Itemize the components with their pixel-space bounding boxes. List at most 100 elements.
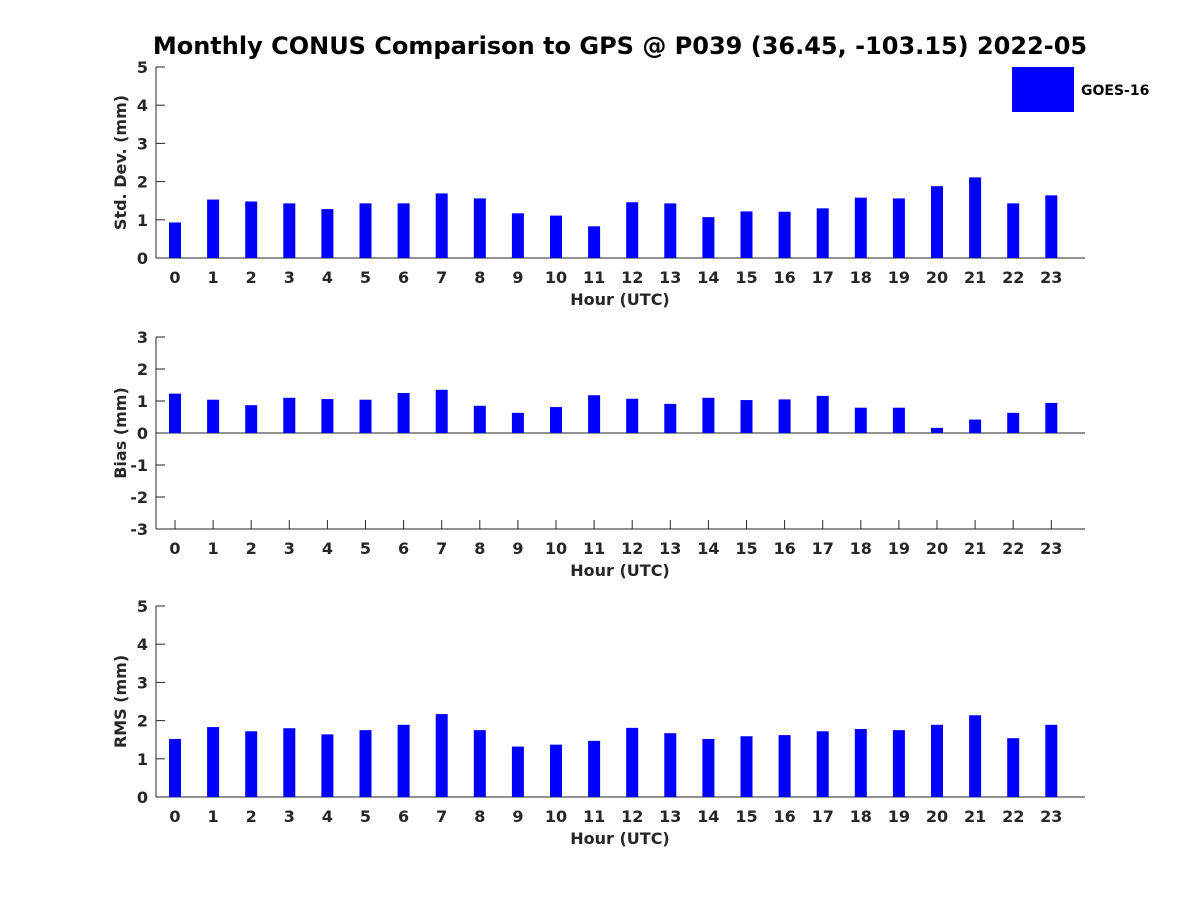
y-tick-label: 2 — [137, 712, 148, 731]
bar-hour-11 — [588, 226, 601, 258]
x-tick-label: 6 — [398, 268, 409, 287]
bar-hour-22 — [1007, 203, 1020, 258]
bar-hour-1 — [207, 199, 220, 258]
bar-hour-9 — [511, 412, 524, 433]
bar-hour-13 — [664, 733, 677, 797]
x-tick-label: 3 — [284, 268, 295, 287]
bar-hour-13 — [664, 403, 677, 433]
x-tick-label: 19 — [888, 539, 910, 558]
bar-hour-23 — [1045, 724, 1058, 797]
x-tick-label: 10 — [545, 268, 567, 287]
x-tick-label: 12 — [621, 268, 643, 287]
y-tick-label: 0 — [137, 788, 148, 807]
bar-hour-12 — [626, 727, 639, 797]
y-axis-label: Bias (mm) — [111, 387, 130, 479]
x-tick-label: 16 — [773, 268, 795, 287]
bar-hour-16 — [778, 735, 791, 797]
bar-hour-2 — [245, 201, 258, 258]
bar-hour-15 — [740, 211, 753, 258]
x-tick-label: 5 — [360, 268, 371, 287]
y-tick-label: 3 — [137, 328, 148, 347]
bar-hour-9 — [511, 746, 524, 797]
bar-hour-7 — [435, 193, 448, 258]
figure-title: Monthly CONUS Comparison to GPS @ P039 (… — [153, 32, 1087, 60]
bar-hour-23 — [1045, 402, 1058, 433]
bar-hour-23 — [1045, 195, 1058, 258]
bar-hour-14 — [702, 397, 715, 433]
x-tick-label: 9 — [512, 268, 523, 287]
legend: GOES-16 — [1012, 67, 1149, 112]
y-tick-label: 4 — [137, 635, 148, 654]
bar-hour-17 — [816, 731, 829, 797]
y-axis-label: RMS (mm) — [111, 655, 130, 748]
bar-hour-13 — [664, 203, 677, 258]
x-tick-label: 15 — [735, 807, 757, 826]
y-tick-label: 0 — [137, 249, 148, 268]
x-tick-label: 8 — [474, 539, 485, 558]
bar-hour-10 — [550, 744, 562, 797]
bar-hour-18 — [854, 729, 867, 797]
y-tick-label: 0 — [137, 424, 148, 443]
legend-swatch-goes-16 — [1012, 67, 1074, 112]
bar-hour-15 — [740, 400, 753, 433]
bar-hour-17 — [816, 208, 829, 258]
y-tick-label: -1 — [130, 456, 148, 475]
x-tick-label: 2 — [246, 539, 257, 558]
x-tick-label: 9 — [512, 539, 523, 558]
y-tick-label: 1 — [137, 211, 148, 230]
x-tick-label: 18 — [850, 807, 872, 826]
legend-label-goes-16: GOES-16 — [1081, 83, 1149, 99]
bar-hour-2 — [245, 405, 258, 433]
bar-hour-20 — [931, 186, 943, 258]
bar-hour-10 — [550, 215, 562, 258]
x-tick-label: 13 — [659, 807, 681, 826]
x-tick-label: 17 — [812, 268, 834, 287]
y-tick-label: 5 — [137, 58, 148, 77]
x-axis-label: Hour (UTC) — [570, 290, 670, 309]
bar-hour-11 — [588, 740, 601, 797]
bar-hour-5 — [359, 730, 372, 797]
bar-hour-3 — [283, 203, 296, 258]
y-tick-label: 3 — [137, 134, 148, 153]
bar-hour-4 — [321, 734, 334, 797]
x-tick-label: 14 — [697, 268, 719, 287]
bar-hour-20 — [931, 427, 943, 433]
bar-hour-18 — [854, 407, 867, 433]
x-tick-label: 17 — [812, 539, 834, 558]
x-tick-label: 9 — [512, 807, 523, 826]
y-tick-label: 5 — [137, 597, 148, 616]
bar-hour-3 — [283, 728, 296, 797]
x-tick-label: 8 — [474, 807, 485, 826]
bar-hour-12 — [626, 202, 639, 258]
x-tick-label: 2 — [246, 268, 257, 287]
x-tick-label: 14 — [697, 539, 719, 558]
bar-hour-7 — [435, 389, 448, 433]
y-axis-label: Std. Dev. (mm) — [111, 95, 130, 230]
x-tick-label: 7 — [436, 268, 447, 287]
y-tick-label: 1 — [137, 392, 148, 411]
x-tick-label: 12 — [621, 807, 643, 826]
x-tick-label: 23 — [1040, 268, 1062, 287]
x-tick-label: 23 — [1040, 807, 1062, 826]
x-tick-label: 0 — [169, 539, 180, 558]
bar-hour-5 — [359, 399, 372, 433]
y-tick-label: 3 — [137, 673, 148, 692]
bar-hour-18 — [854, 197, 867, 258]
x-tick-label: 4 — [322, 807, 333, 826]
x-tick-label: 17 — [812, 807, 834, 826]
x-tick-label: 16 — [773, 807, 795, 826]
x-tick-label: 13 — [659, 268, 681, 287]
x-tick-label: 6 — [398, 539, 409, 558]
x-tick-label: 7 — [436, 807, 447, 826]
x-tick-label: 21 — [964, 539, 986, 558]
x-tick-label: 1 — [208, 268, 219, 287]
x-tick-label: 0 — [169, 807, 180, 826]
bar-hour-5 — [359, 203, 372, 258]
y-tick-label: -2 — [130, 488, 148, 507]
x-tick-label: 3 — [284, 539, 295, 558]
x-tick-label: 6 — [398, 807, 409, 826]
x-tick-label: 8 — [474, 268, 485, 287]
x-tick-label: 16 — [773, 539, 795, 558]
bar-hour-1 — [207, 399, 220, 433]
